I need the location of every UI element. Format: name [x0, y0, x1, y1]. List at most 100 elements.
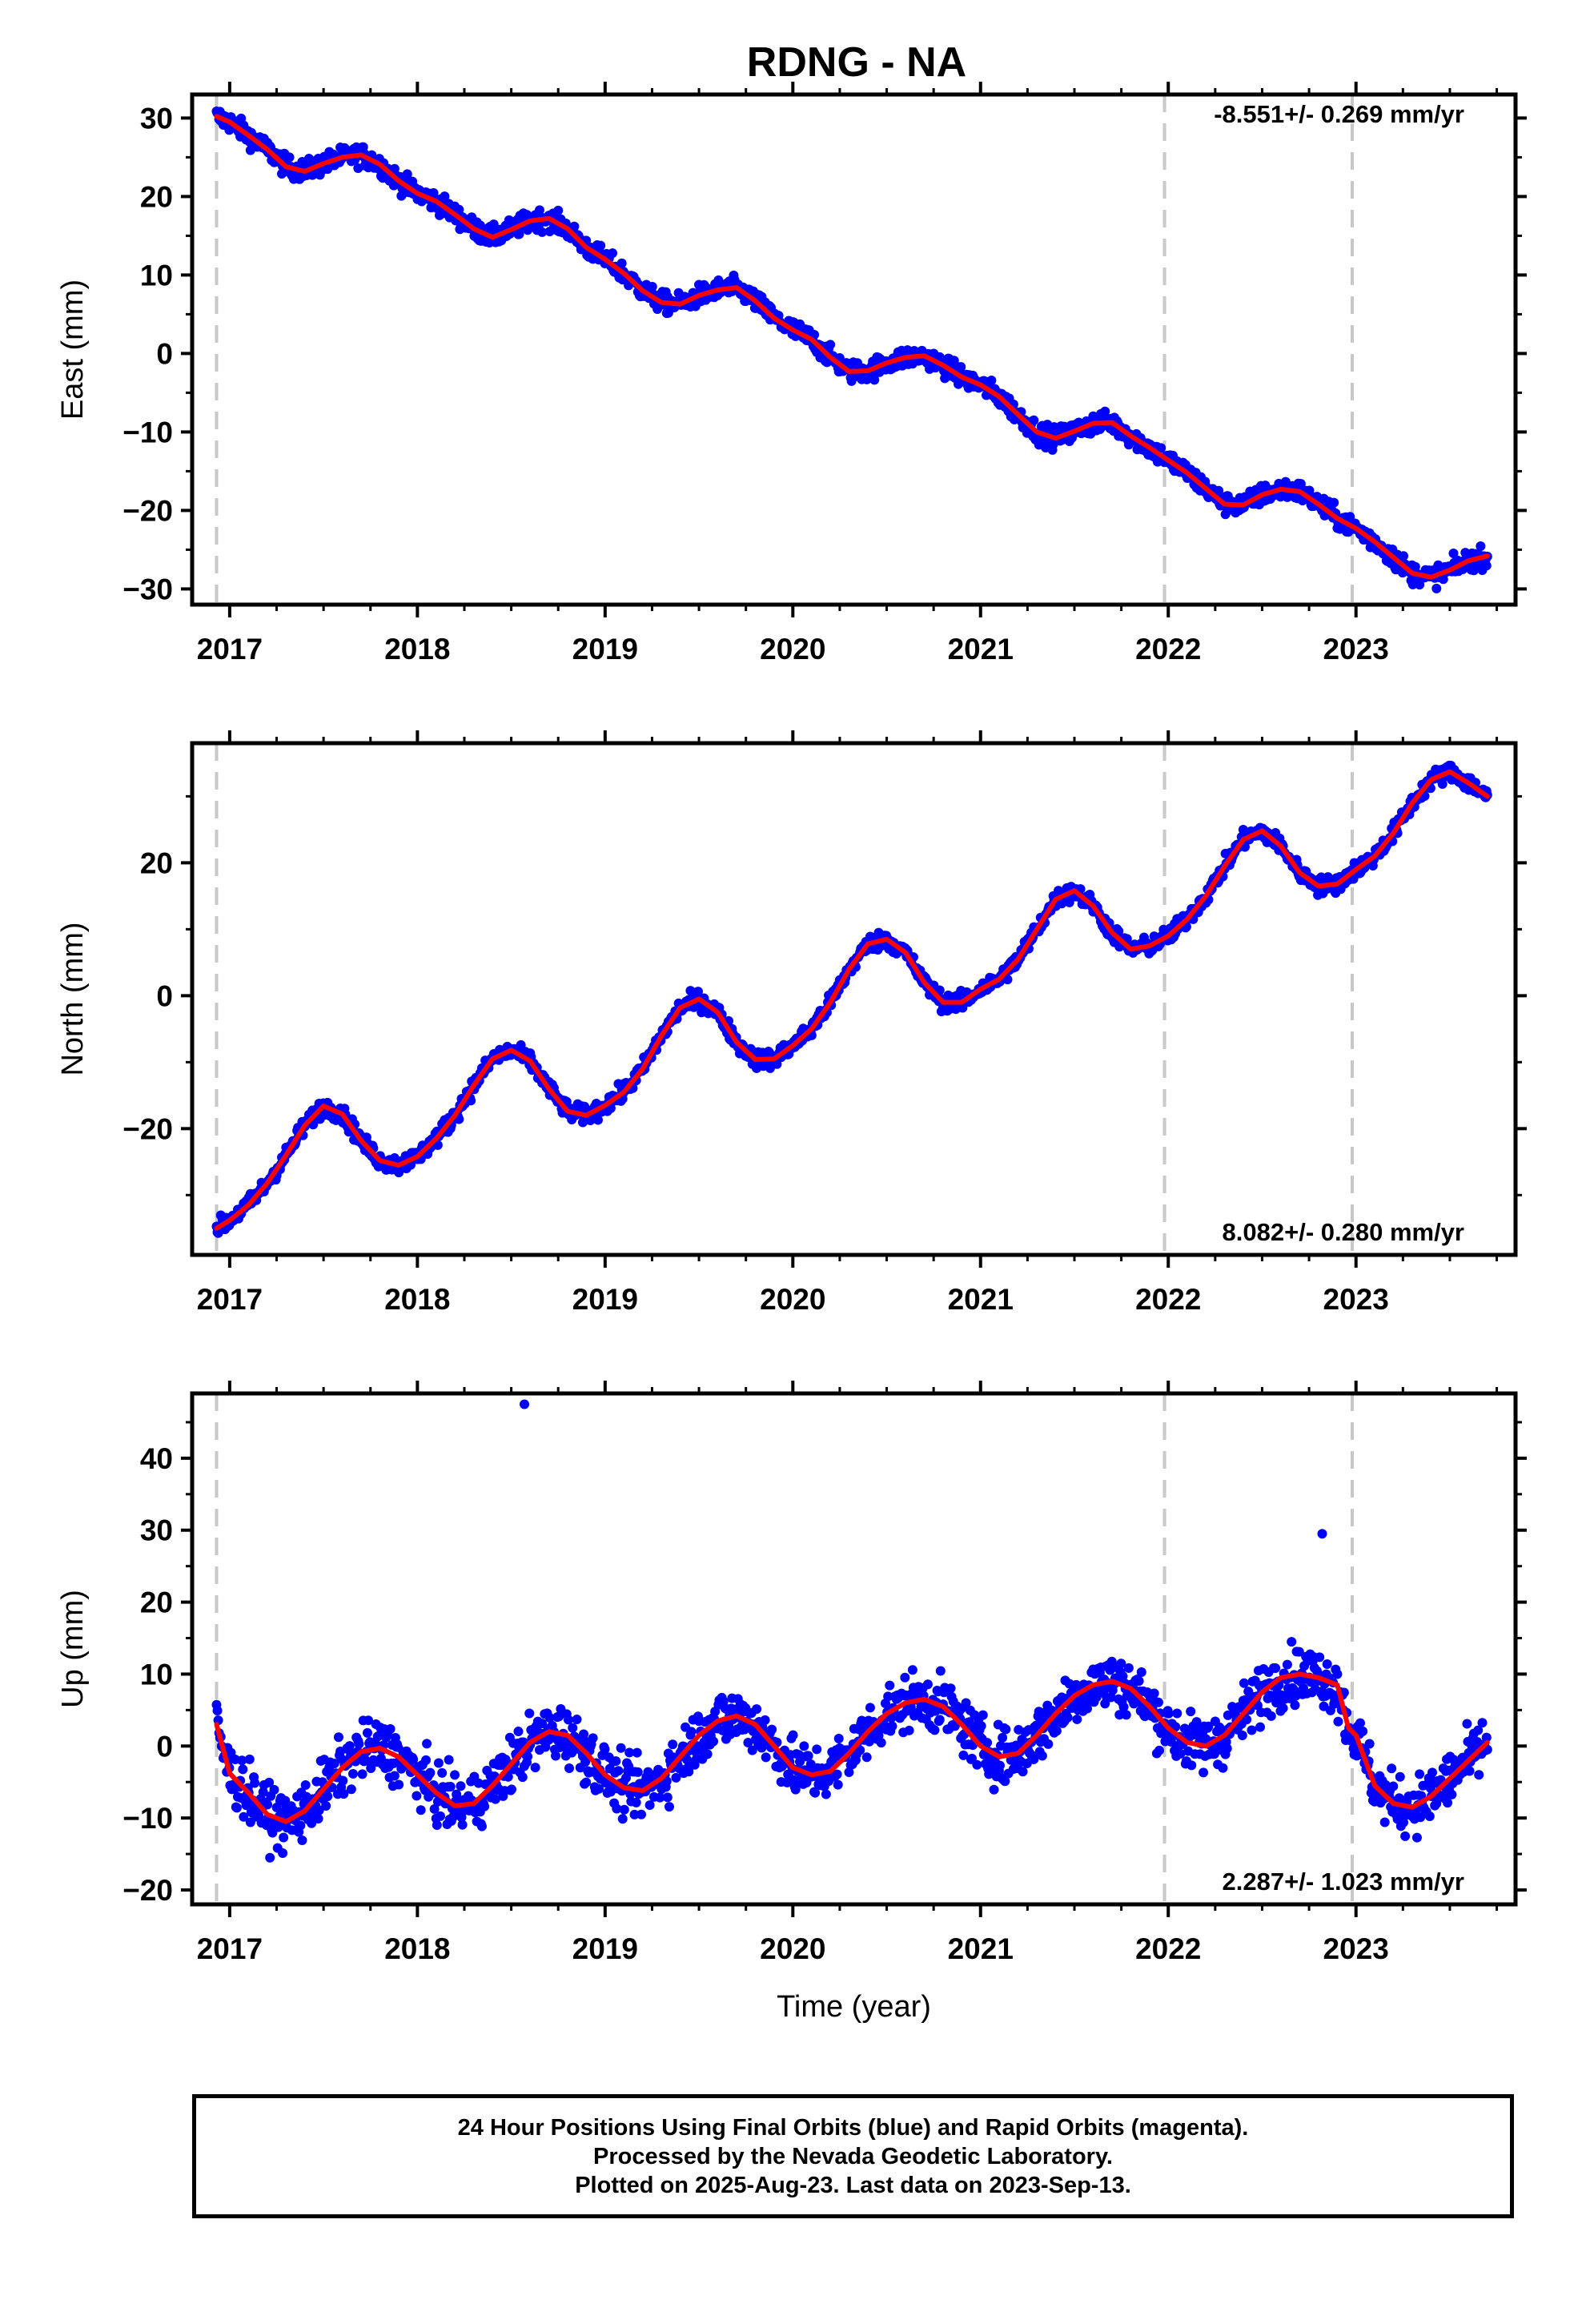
data-point	[537, 227, 548, 237]
data-point	[1278, 1703, 1288, 1713]
y-tick-label: 20	[140, 1586, 173, 1619]
data-point	[408, 1755, 419, 1765]
data-point	[632, 1767, 643, 1777]
data-point	[278, 1848, 288, 1859]
data-point	[333, 1732, 343, 1743]
data-point	[534, 205, 544, 215]
data-point	[433, 1758, 444, 1768]
data-point	[961, 1698, 971, 1708]
data-points-group	[211, 106, 1492, 593]
data-point	[1000, 1776, 1010, 1787]
data-point	[530, 1763, 540, 1773]
data-point	[752, 1704, 762, 1715]
data-point	[600, 1744, 610, 1755]
data-point	[1172, 1708, 1182, 1719]
data-point	[907, 1665, 917, 1675]
data-point	[444, 1755, 454, 1765]
data-point	[432, 1140, 443, 1150]
data-point	[1043, 1739, 1054, 1749]
x-tick-label: 2018	[384, 1932, 450, 1965]
data-point	[1345, 512, 1355, 522]
data-point	[581, 1777, 592, 1787]
plot-frame	[190, 1391, 1518, 1907]
data-point	[1477, 1718, 1488, 1728]
x-tick-label: 2017	[197, 633, 263, 665]
data-point	[743, 1737, 753, 1747]
data-point	[1072, 1714, 1082, 1724]
data-points-group	[211, 760, 1492, 1238]
data-point	[686, 1727, 697, 1737]
data-point	[354, 1739, 364, 1749]
data-point	[313, 1813, 323, 1823]
model-fit-line	[214, 1671, 1490, 1824]
data-point	[580, 1756, 591, 1767]
data-point	[1199, 1767, 1209, 1778]
data-point	[978, 1710, 988, 1720]
data-point	[514, 229, 524, 239]
data-point	[616, 1743, 626, 1753]
data-point	[671, 1772, 681, 1783]
data-point	[1468, 565, 1479, 576]
y-tick-label: −10	[122, 1802, 173, 1835]
data-point	[1282, 1659, 1292, 1670]
data-point	[855, 1745, 865, 1755]
data-point	[865, 1703, 875, 1713]
data-point	[1447, 1789, 1457, 1799]
y-tick-label: −20	[122, 1874, 173, 1907]
y-axis-label: East (mm)	[56, 279, 90, 420]
data-point	[416, 1805, 426, 1815]
data-point	[1214, 485, 1224, 496]
y-tick-label: 20	[140, 846, 173, 879]
data-point	[788, 1730, 798, 1740]
data-point	[596, 240, 606, 251]
data-point	[632, 1747, 642, 1758]
data-point	[1415, 1769, 1425, 1779]
data-point	[588, 1733, 598, 1743]
data-point	[445, 1782, 456, 1792]
y-tick-label: −30	[122, 573, 173, 605]
data-point	[421, 1755, 432, 1765]
data-point	[1290, 1700, 1300, 1711]
data-point	[833, 1779, 843, 1790]
data-point	[1121, 1710, 1131, 1720]
data-point	[1481, 561, 1492, 571]
data-point	[241, 1800, 251, 1811]
data-point	[250, 1778, 260, 1788]
data-point	[440, 191, 450, 202]
data-point	[803, 1751, 813, 1761]
x-tick-label: 2023	[1323, 1283, 1389, 1316]
x-tick-label: 2022	[1135, 1932, 1201, 1965]
data-point	[861, 1752, 872, 1763]
x-tick-label: 2017	[197, 1932, 263, 1965]
data-point	[1410, 561, 1420, 572]
data-point	[709, 1736, 719, 1747]
y-tick-label: 40	[140, 1442, 173, 1475]
data-point	[1156, 443, 1166, 453]
data-point	[389, 1771, 400, 1781]
data-point	[1322, 1659, 1332, 1670]
data-point	[488, 219, 499, 230]
data-point	[986, 375, 997, 385]
data-point	[363, 1715, 374, 1726]
data-point	[346, 1784, 356, 1795]
data-point	[524, 1708, 535, 1719]
data-point	[1266, 1711, 1276, 1721]
data-point	[1332, 1669, 1343, 1679]
data-point	[263, 1799, 273, 1810]
data-point	[564, 1763, 574, 1773]
data-point	[1082, 1703, 1093, 1714]
data-point	[295, 1820, 306, 1831]
data-point	[958, 1750, 969, 1760]
data-point	[693, 987, 703, 997]
data-point	[790, 1784, 801, 1795]
data-point	[1438, 574, 1448, 585]
data-point	[553, 205, 564, 215]
x-axis-label: Time (year)	[777, 1990, 931, 2024]
data-point	[1062, 1712, 1073, 1723]
data-point	[760, 1715, 770, 1725]
x-tick-label: 2021	[948, 1932, 1014, 1965]
x-tick-label: 2020	[760, 633, 825, 665]
data-point	[812, 1744, 822, 1755]
y-tick-label: 0	[156, 337, 173, 370]
